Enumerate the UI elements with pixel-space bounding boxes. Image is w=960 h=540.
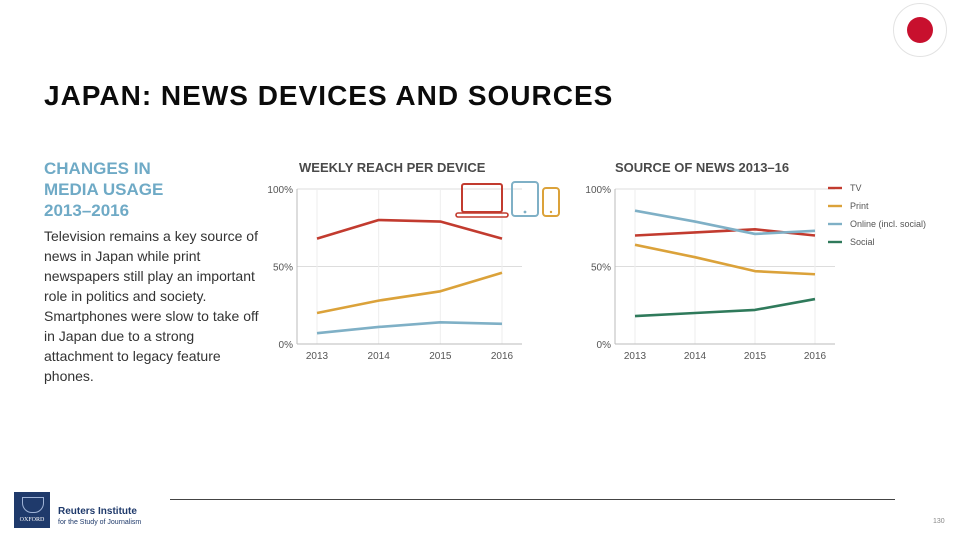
logo-text: OXFORD [19, 517, 45, 523]
laptop-base [455, 212, 509, 218]
y-tick-label: 50% [273, 263, 293, 274]
y-tick-label: 50% [591, 263, 611, 274]
side-heading: CHANGES IN MEDIA USAGE 2013–2016 [44, 158, 244, 221]
laptop-icon [455, 183, 509, 218]
y-tick-label: 100% [267, 185, 293, 196]
footer-divider [170, 499, 895, 500]
y-tick-label: 0% [279, 340, 294, 351]
series-line [634, 243, 816, 276]
legend-label: Print [850, 201, 869, 211]
x-tick-label: 2013 [624, 351, 647, 362]
side-heading-line: MEDIA USAGE [44, 180, 164, 199]
legend-label: TV [850, 183, 862, 193]
y-tick-label: 100% [585, 185, 611, 196]
device-reach-chart: WEEKLY REACH PER DEVICE 100% 50% 0% 2013 2014… [267, 160, 560, 362]
x-tick-label: 2014 [368, 351, 391, 362]
legend-label: Online (incl. social) [850, 219, 926, 229]
laptop-screen [461, 183, 503, 213]
brand-name: Reuters Institute [58, 506, 137, 517]
side-heading-line: 2013–2016 [44, 201, 130, 220]
series-line [634, 209, 816, 236]
legend-label: Social [850, 237, 875, 247]
side-body-text: Television remains a key source of news … [44, 228, 259, 384]
page-number: 130 [933, 518, 945, 525]
chart-title: WEEKLY REACH PER DEVICE [299, 160, 486, 175]
tablet-button [523, 210, 527, 214]
y-tick-label: 0% [597, 340, 612, 351]
flag-sun [907, 17, 933, 43]
tablet-icon [511, 181, 539, 217]
x-tick-label: 2016 [491, 351, 514, 362]
series-line [316, 271, 503, 315]
phone-button [549, 210, 553, 214]
japan-flag-icon [893, 3, 947, 57]
oxford-logo: OXFORD [14, 492, 50, 528]
series-line [634, 297, 816, 318]
series-line [316, 218, 503, 240]
series-line [316, 321, 503, 335]
page-title: JAPAN: NEWS DEVICES AND SOURCES [44, 80, 614, 111]
crest-icon [22, 497, 44, 513]
x-tick-label: 2016 [804, 351, 827, 362]
x-tick-label: 2015 [429, 351, 452, 362]
x-tick-label: 2015 [744, 351, 767, 362]
chart-title: SOURCE OF NEWS 2013–16 [615, 160, 789, 175]
x-tick-label: 2013 [306, 351, 329, 362]
news-source-chart: SOURCE OF NEWS 2013–16 100% 50% 0% 2013 2014 2… [585, 160, 926, 362]
tablet-body [511, 181, 539, 217]
phone-body [542, 187, 560, 217]
x-tick-label: 2014 [684, 351, 707, 362]
smartphone-icon [542, 187, 560, 217]
brand-tagline: for the Study of Journalism [58, 519, 142, 526]
side-heading-line: CHANGES IN [44, 159, 151, 178]
